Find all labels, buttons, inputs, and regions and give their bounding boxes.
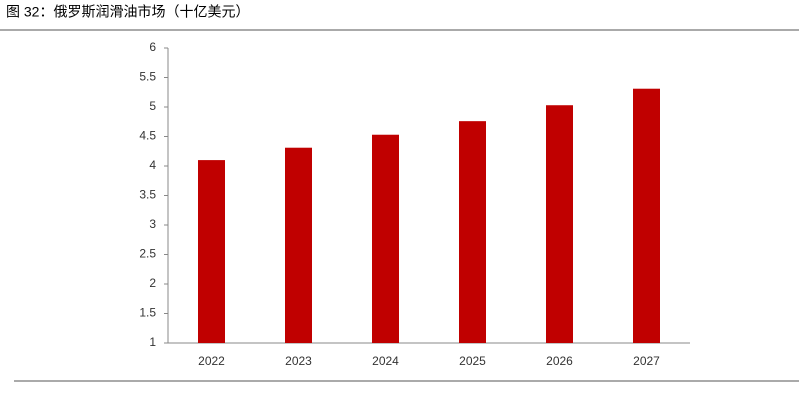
y-tick-label: 4.5 — [139, 129, 156, 143]
x-tick-label: 2027 — [633, 354, 660, 368]
x-tick-label: 2022 — [198, 354, 225, 368]
x-tick-label: 2023 — [285, 354, 312, 368]
x-tick-label: 2026 — [546, 354, 573, 368]
y-tick-label: 5 — [149, 99, 156, 113]
y-tick-label: 2.5 — [139, 247, 156, 261]
bar — [198, 160, 225, 343]
y-tick-label: 4 — [149, 158, 156, 172]
bar — [546, 105, 573, 343]
bar — [633, 88, 660, 344]
x-tick-label: 2024 — [372, 354, 399, 368]
y-tick-label: 5.5 — [139, 70, 156, 84]
bar — [459, 121, 486, 343]
chart-title: 图 32：俄罗斯润滑油市场（十亿美元） — [6, 4, 249, 20]
y-tick-label: 6 — [149, 40, 156, 54]
bar — [372, 134, 399, 343]
y-tick-label: 1.5 — [139, 306, 156, 320]
y-tick-label: 3 — [149, 217, 156, 231]
y-tick-label: 2 — [149, 276, 156, 290]
y-tick-label: 1 — [149, 335, 156, 349]
bar — [285, 147, 312, 343]
y-tick-label: 3.5 — [139, 188, 156, 202]
x-tick-label: 2025 — [459, 354, 486, 368]
